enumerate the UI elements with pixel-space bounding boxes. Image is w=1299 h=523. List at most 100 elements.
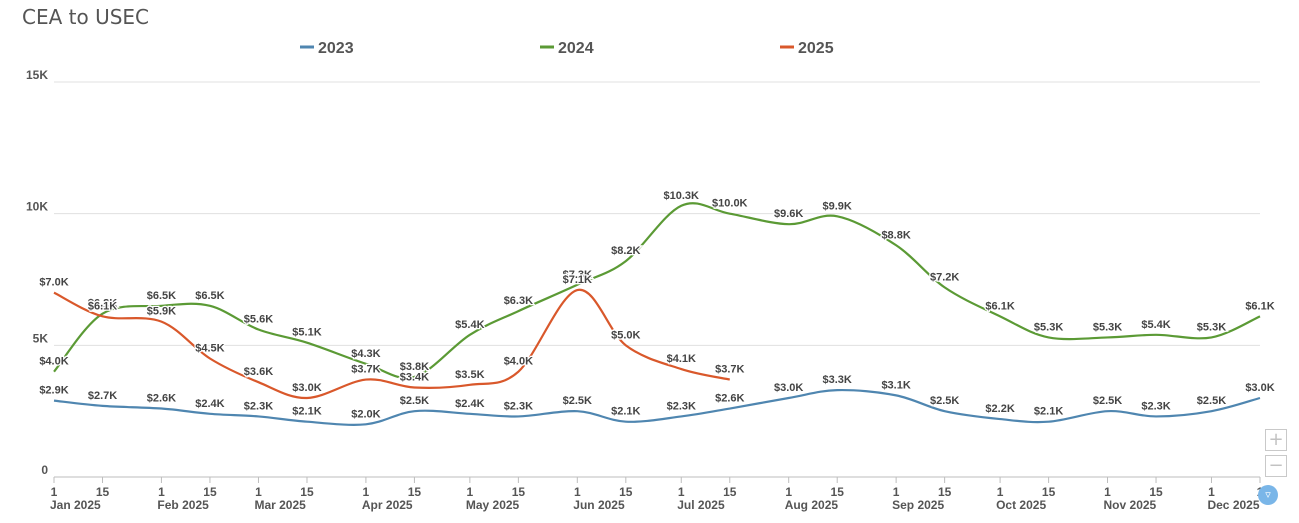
- data-label-2023: $2.7K: [88, 390, 117, 402]
- x-month-label: Aug 2025: [785, 498, 839, 512]
- y-tick-label: 15K: [26, 68, 48, 82]
- data-label-2023: $2.3K: [1141, 400, 1170, 412]
- x-tick-label: 1: [893, 485, 900, 499]
- data-label-2024: $6.3K: [504, 295, 533, 307]
- filter-icon[interactable]: ▿: [1258, 485, 1278, 505]
- x-month-label: Oct 2025: [996, 498, 1046, 512]
- data-label-2025: $4.1K: [667, 353, 696, 365]
- data-label-2025: $3.7K: [715, 364, 744, 376]
- x-month-label: Jan 2025: [50, 498, 101, 512]
- x-tick-label: 1: [997, 485, 1004, 499]
- data-label-2023: $2.1K: [1034, 406, 1063, 418]
- data-label-2025: $7.1K: [563, 274, 592, 286]
- series-line-2025: [53, 288, 731, 400]
- data-label-2024: $4.0K: [39, 356, 68, 368]
- data-label-2024: $10.0K: [712, 198, 748, 210]
- legend-label-2023: 2023: [318, 40, 354, 57]
- x-tick-label: 15: [408, 485, 422, 499]
- x-month-label: Nov 2025: [1104, 498, 1157, 512]
- data-label-2023: $2.1K: [611, 406, 640, 418]
- x-month-label: Dec 2025: [1207, 498, 1259, 512]
- x-tick-label: 15: [96, 485, 110, 499]
- x-month-label: Jun 2025: [573, 498, 625, 512]
- x-tick-label: 15: [1042, 485, 1056, 499]
- y-tick-label: 10K: [26, 200, 48, 214]
- data-label-2024: $9.6K: [774, 208, 803, 220]
- data-label-2024: $8.2K: [611, 245, 640, 257]
- x-month-label: Jul 2025: [677, 498, 725, 512]
- data-label-2024: $5.3K: [1197, 321, 1226, 333]
- data-label-2023: $2.6K: [147, 393, 176, 405]
- x-month-label: Sep 2025: [892, 498, 944, 512]
- data-label-2024: $5.3K: [1093, 321, 1122, 333]
- data-label-2025: $3.7K: [351, 364, 380, 376]
- data-label-2024: $5.3K: [1034, 321, 1063, 333]
- x-tick-label: 1: [1104, 485, 1111, 499]
- x-tick-label: 1: [51, 485, 58, 499]
- data-label-2024: $5.4K: [455, 319, 484, 331]
- data-label-2023: $2.5K: [563, 395, 592, 407]
- x-tick-label: 15: [831, 485, 845, 499]
- data-label-2023: $3.0K: [774, 382, 803, 394]
- data-label-2024: $8.8K: [881, 229, 910, 241]
- data-label-2023: $3.1K: [881, 379, 910, 391]
- x-tick-label: 1: [785, 485, 792, 499]
- data-label-2025: $3.6K: [244, 366, 273, 378]
- x-tick-label: 1: [467, 485, 474, 499]
- x-month-label: Apr 2025: [362, 498, 413, 512]
- series-line-2024: [53, 202, 1261, 380]
- x-tick-label: 15: [619, 485, 633, 499]
- data-label-2023: $2.6K: [715, 393, 744, 405]
- data-label-2024: $5.4K: [1141, 319, 1170, 331]
- data-label-2025: $7.0K: [39, 277, 68, 289]
- data-label-2024: $9.9K: [823, 200, 852, 212]
- data-label-2023: $2.3K: [667, 400, 696, 412]
- x-tick-label: 1: [574, 485, 581, 499]
- data-label-2023: $2.5K: [400, 395, 429, 407]
- data-label-2024: $5.6K: [244, 314, 273, 326]
- x-month-label: Mar 2025: [254, 498, 306, 512]
- x-month-label: Feb 2025: [157, 498, 209, 512]
- x-tick-label: 1: [1208, 485, 1215, 499]
- data-label-2024: $6.5K: [195, 290, 224, 302]
- data-label-2023: $2.1K: [292, 406, 321, 418]
- data-label-2023: $2.5K: [930, 395, 959, 407]
- chart-title: CEA to USEC: [22, 5, 150, 29]
- zoom-out-button[interactable]: −: [1265, 455, 1287, 477]
- data-label-2025: $6.1K: [88, 300, 117, 312]
- x-tick-label: 1: [255, 485, 262, 499]
- data-label-2023: $3.3K: [823, 374, 852, 386]
- legend-label-2025: 2025: [798, 40, 834, 57]
- x-tick-label: 1: [363, 485, 370, 499]
- x-tick-label: 15: [938, 485, 952, 499]
- data-label-2025: $4.5K: [195, 343, 224, 355]
- data-label-2023: $2.5K: [1093, 395, 1122, 407]
- x-tick-label: 1: [158, 485, 165, 499]
- data-label-2025: $5.9K: [147, 306, 176, 318]
- data-label-2023: $2.4K: [455, 398, 484, 410]
- data-label-2024: $7.2K: [930, 271, 959, 283]
- data-label-2023: $2.3K: [244, 400, 273, 412]
- x-tick-label: 15: [723, 485, 737, 499]
- data-label-2024: $6.5K: [147, 290, 176, 302]
- x-tick-label: 15: [300, 485, 314, 499]
- data-label-2024: $5.1K: [292, 327, 321, 339]
- data-label-2024: $6.2K: [88, 298, 117, 310]
- x-tick-label: 1: [678, 485, 685, 499]
- data-label-2025: $3.0K: [292, 382, 321, 394]
- data-label-2024: $7.3K: [563, 269, 592, 281]
- x-tick-label: 15: [203, 485, 217, 499]
- zoom-in-button[interactable]: +: [1265, 429, 1287, 451]
- y-tick-label: 0: [41, 463, 48, 477]
- data-label-2023: $2.2K: [985, 403, 1014, 415]
- data-label-2024: $4.3K: [351, 348, 380, 360]
- data-label-2025: $3.4K: [400, 371, 429, 383]
- x-month-label: May 2025: [466, 498, 520, 512]
- data-label-2024: $3.8K: [400, 361, 429, 373]
- data-label-2023: $2.0K: [351, 408, 380, 420]
- data-label-2023: $3.0K: [1245, 382, 1274, 394]
- data-label-2024: $6.1K: [1245, 300, 1274, 312]
- data-label-2024: $10.3K: [664, 190, 700, 202]
- y-tick-label: 5K: [33, 331, 49, 345]
